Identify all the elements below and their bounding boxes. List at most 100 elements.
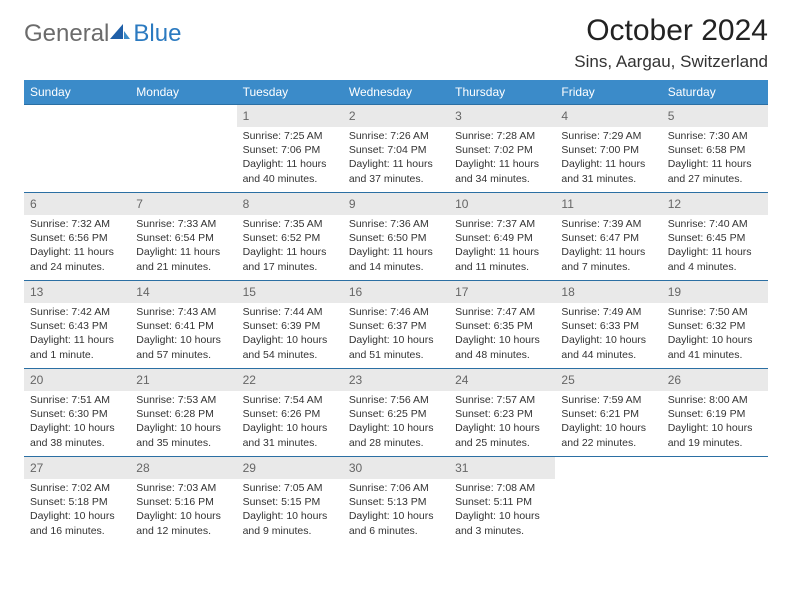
calendar-week-row: 1Sunrise: 7:25 AMSunset: 7:06 PMDaylight… <box>24 105 768 193</box>
day-number: 21 <box>136 373 149 387</box>
day-info: Sunrise: 7:37 AMSunset: 6:49 PMDaylight:… <box>449 215 555 280</box>
calendar-cell: 12Sunrise: 7:40 AMSunset: 6:45 PMDayligh… <box>662 193 768 281</box>
day-info: Sunrise: 7:47 AMSunset: 6:35 PMDaylight:… <box>449 303 555 368</box>
day-number: 29 <box>243 461 256 475</box>
day-info: Sunrise: 7:33 AMSunset: 6:54 PMDaylight:… <box>130 215 236 280</box>
calendar-cell <box>662 457 768 545</box>
day-info: Sunrise: 7:44 AMSunset: 6:39 PMDaylight:… <box>237 303 343 368</box>
day-number-band: 8 <box>237 193 343 215</box>
day-info: Sunrise: 7:56 AMSunset: 6:25 PMDaylight:… <box>343 391 449 456</box>
calendar-week-row: 27Sunrise: 7:02 AMSunset: 5:18 PMDayligh… <box>24 457 768 545</box>
brand-logo: General Blue <box>24 20 181 48</box>
day-number-band: 14 <box>130 281 236 303</box>
day-info: Sunrise: 7:54 AMSunset: 6:26 PMDaylight:… <box>237 391 343 456</box>
day-number-band: 21 <box>130 369 236 391</box>
day-number: 4 <box>561 109 568 123</box>
calendar-cell: 18Sunrise: 7:49 AMSunset: 6:33 PMDayligh… <box>555 281 661 369</box>
page-title: October 2024 <box>574 14 768 48</box>
day-info: Sunrise: 7:03 AMSunset: 5:16 PMDaylight:… <box>130 479 236 544</box>
day-number: 13 <box>30 285 43 299</box>
day-number: 2 <box>349 109 356 123</box>
calendar-cell: 20 Sunrise: 7:51 AMSunset: 6:30 PMDayligh… <box>24 369 130 457</box>
day-number: 10 <box>455 197 468 211</box>
day-number: 25 <box>561 373 574 387</box>
weekday-header: Wednesday <box>343 80 449 105</box>
day-number-band: 6 <box>24 193 130 215</box>
day-number: 19 <box>668 285 681 299</box>
day-number: 22 <box>243 373 256 387</box>
calendar-body: 1Sunrise: 7:25 AMSunset: 7:06 PMDaylight… <box>24 105 768 545</box>
calendar-cell: 9Sunrise: 7:36 AMSunset: 6:50 PMDaylight… <box>343 193 449 281</box>
calendar-cell: 6 Sunrise: 7:32 AMSunset: 6:56 PMDaylight… <box>24 193 130 281</box>
day-number-band: 3 <box>449 105 555 127</box>
day-number-band: 4 <box>555 105 661 127</box>
page-header: General Blue October 2024 Sins, Aargau, … <box>24 14 768 72</box>
weekday-header: Tuesday <box>237 80 343 105</box>
day-info: Sunrise: 7:35 AMSunset: 6:52 PMDaylight:… <box>237 215 343 280</box>
calendar-table: SundayMondayTuesdayWednesdayThursdayFrid… <box>24 80 768 545</box>
day-number: 14 <box>136 285 149 299</box>
day-info: Sunrise: 7:30 AMSunset: 6:58 PMDaylight:… <box>662 127 768 192</box>
calendar-cell: 24Sunrise: 7:57 AMSunset: 6:23 PMDayligh… <box>449 369 555 457</box>
day-info: Sunrise: 7:32 AMSunset: 6:56 PMDaylight:… <box>24 215 130 280</box>
day-number-band: 24 <box>449 369 555 391</box>
day-number: 18 <box>561 285 574 299</box>
calendar-cell: 19Sunrise: 7:50 AMSunset: 6:32 PMDayligh… <box>662 281 768 369</box>
title-block: October 2024 Sins, Aargau, Switzerland <box>574 14 768 72</box>
day-number-band: 25 <box>555 369 661 391</box>
day-info: Sunrise: 7:36 AMSunset: 6:50 PMDaylight:… <box>343 215 449 280</box>
day-info: Sunrise: 7:28 AMSunset: 7:02 PMDaylight:… <box>449 127 555 192</box>
day-number-band: 28 <box>130 457 236 479</box>
weekday-header: Friday <box>555 80 661 105</box>
day-info: Sunrise: 7:29 AMSunset: 7:00 PMDaylight:… <box>555 127 661 192</box>
calendar-cell <box>24 105 130 193</box>
day-info: Sunrise: 7:25 AMSunset: 7:06 PMDaylight:… <box>237 127 343 192</box>
day-info: Sunrise: 7:02 AMSunset: 5:18 PMDaylight:… <box>24 479 130 544</box>
day-number: 6 <box>30 197 37 211</box>
calendar-cell <box>130 105 236 193</box>
calendar-cell: 31Sunrise: 7:08 AMSunset: 5:11 PMDayligh… <box>449 457 555 545</box>
day-number-band: 18 <box>555 281 661 303</box>
weekday-header: Monday <box>130 80 236 105</box>
brand-part1: General <box>24 20 109 48</box>
calendar-cell: 8Sunrise: 7:35 AMSunset: 6:52 PMDaylight… <box>237 193 343 281</box>
day-number-band: 16 <box>343 281 449 303</box>
day-number: 20 <box>30 373 43 387</box>
brand-part2: Blue <box>133 20 181 48</box>
calendar-cell: 21Sunrise: 7:53 AMSunset: 6:28 PMDayligh… <box>130 369 236 457</box>
calendar-cell: 2Sunrise: 7:26 AMSunset: 7:04 PMDaylight… <box>343 105 449 193</box>
calendar-cell: 11Sunrise: 7:39 AMSunset: 6:47 PMDayligh… <box>555 193 661 281</box>
day-number-band: 2 <box>343 105 449 127</box>
weekday-header: Thursday <box>449 80 555 105</box>
day-info: Sunrise: 7:05 AMSunset: 5:15 PMDaylight:… <box>237 479 343 544</box>
day-number: 28 <box>136 461 149 475</box>
day-number: 30 <box>349 461 362 475</box>
day-number: 23 <box>349 373 362 387</box>
day-number-band: 7 <box>130 193 236 215</box>
day-number-band: 1 <box>237 105 343 127</box>
day-number: 17 <box>455 285 468 299</box>
day-number: 31 <box>455 461 468 475</box>
day-number-band: 17 <box>449 281 555 303</box>
calendar-cell: 10 Sunrise: 7:37 AMSunset: 6:49 PMDayligh… <box>449 193 555 281</box>
day-number-band: 9 <box>343 193 449 215</box>
calendar-cell <box>555 457 661 545</box>
day-number-band: 13 <box>24 281 130 303</box>
calendar-week-row: 20 Sunrise: 7:51 AMSunset: 6:30 PMDayligh… <box>24 369 768 457</box>
calendar-cell: 13Sunrise: 7:42 AMSunset: 6:43 PMDayligh… <box>24 281 130 369</box>
day-info: Sunrise: 7:46 AMSunset: 6:37 PMDaylight:… <box>343 303 449 368</box>
day-number-band: 15 <box>237 281 343 303</box>
calendar-cell: 7Sunrise: 7:33 AMSunset: 6:54 PMDaylight… <box>130 193 236 281</box>
day-number-band: 23 <box>343 369 449 391</box>
calendar-cell: 16 Sunrise: 7:46 AMSunset: 6:37 PMDayligh… <box>343 281 449 369</box>
calendar-week-row: 6 Sunrise: 7:32 AMSunset: 6:56 PMDaylight… <box>24 193 768 281</box>
day-info: Sunrise: 7:06 AMSunset: 5:13 PMDaylight:… <box>343 479 449 544</box>
day-number: 16 <box>349 285 362 299</box>
calendar-cell: 22 Sunrise: 7:54 AMSunset: 6:26 PMDayligh… <box>237 369 343 457</box>
day-number-band: 22 <box>237 369 343 391</box>
day-number: 5 <box>668 109 675 123</box>
calendar-cell: 23 Sunrise: 7:56 AMSunset: 6:25 PMDayligh… <box>343 369 449 457</box>
day-info: Sunrise: 7:51 AMSunset: 6:30 PMDaylight:… <box>24 391 130 456</box>
day-number-band: 29 <box>237 457 343 479</box>
calendar-cell: 26Sunrise: 8:00 AMSunset: 6:19 PMDayligh… <box>662 369 768 457</box>
